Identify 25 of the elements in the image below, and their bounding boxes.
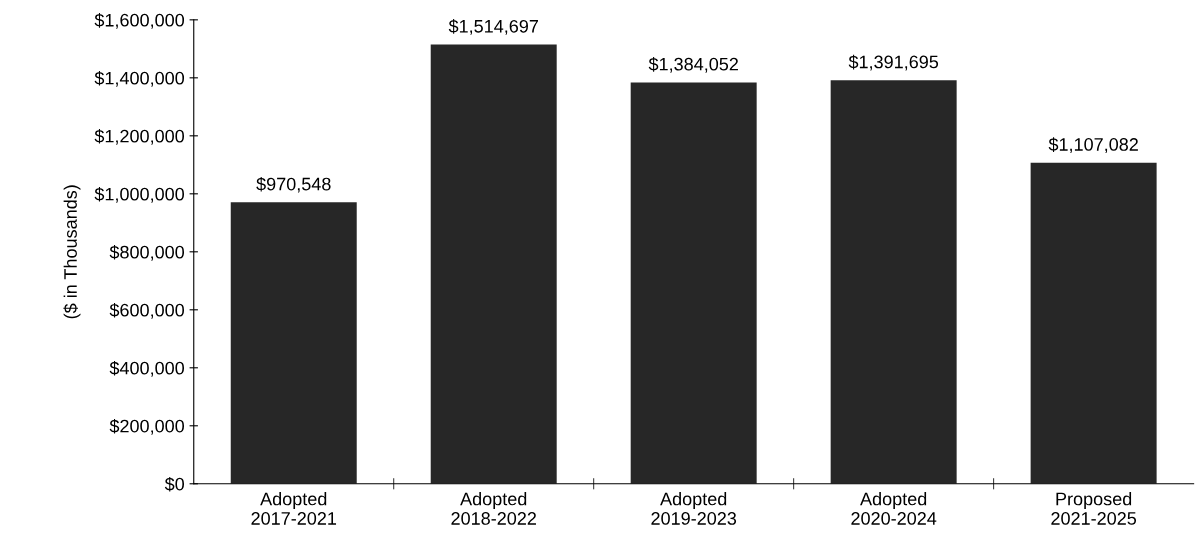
y-tick-label: $1,000,000 xyxy=(94,186,185,203)
bar xyxy=(430,44,557,484)
data-label: $1,391,695 xyxy=(848,54,939,71)
bar xyxy=(1030,162,1157,484)
y-axis-title: ($ in Thousands) xyxy=(63,185,81,319)
y-tick-label: $600,000 xyxy=(109,302,185,319)
x-tick-label: Adopted 2017-2021 xyxy=(251,492,337,525)
x-tick-label: Adopted 2019-2023 xyxy=(651,492,737,525)
bar xyxy=(830,80,957,484)
y-tick-label: $200,000 xyxy=(109,418,185,435)
x-tick-label: Adopted 2020-2024 xyxy=(851,492,937,525)
y-tick-label: $1,600,000 xyxy=(94,13,185,29)
x-tick-label: Adopted 2018-2022 xyxy=(451,492,536,525)
y-tick-label: $0 xyxy=(164,476,185,492)
y-tick-label: $800,000 xyxy=(109,244,185,261)
x-tick-label: Proposed 2021-2025 xyxy=(1051,492,1137,525)
y-tick-label: $400,000 xyxy=(109,360,185,377)
data-label: $1,107,082 xyxy=(1048,137,1138,153)
data-label: $1,514,697 xyxy=(448,19,538,35)
bar xyxy=(230,202,357,484)
data-label: $970,548 xyxy=(256,176,331,193)
bar xyxy=(630,82,757,484)
data-label: $1,384,052 xyxy=(648,57,738,73)
y-tick-label: $1,200,000 xyxy=(94,129,185,145)
y-tick-label: $1,400,000 xyxy=(94,71,185,87)
